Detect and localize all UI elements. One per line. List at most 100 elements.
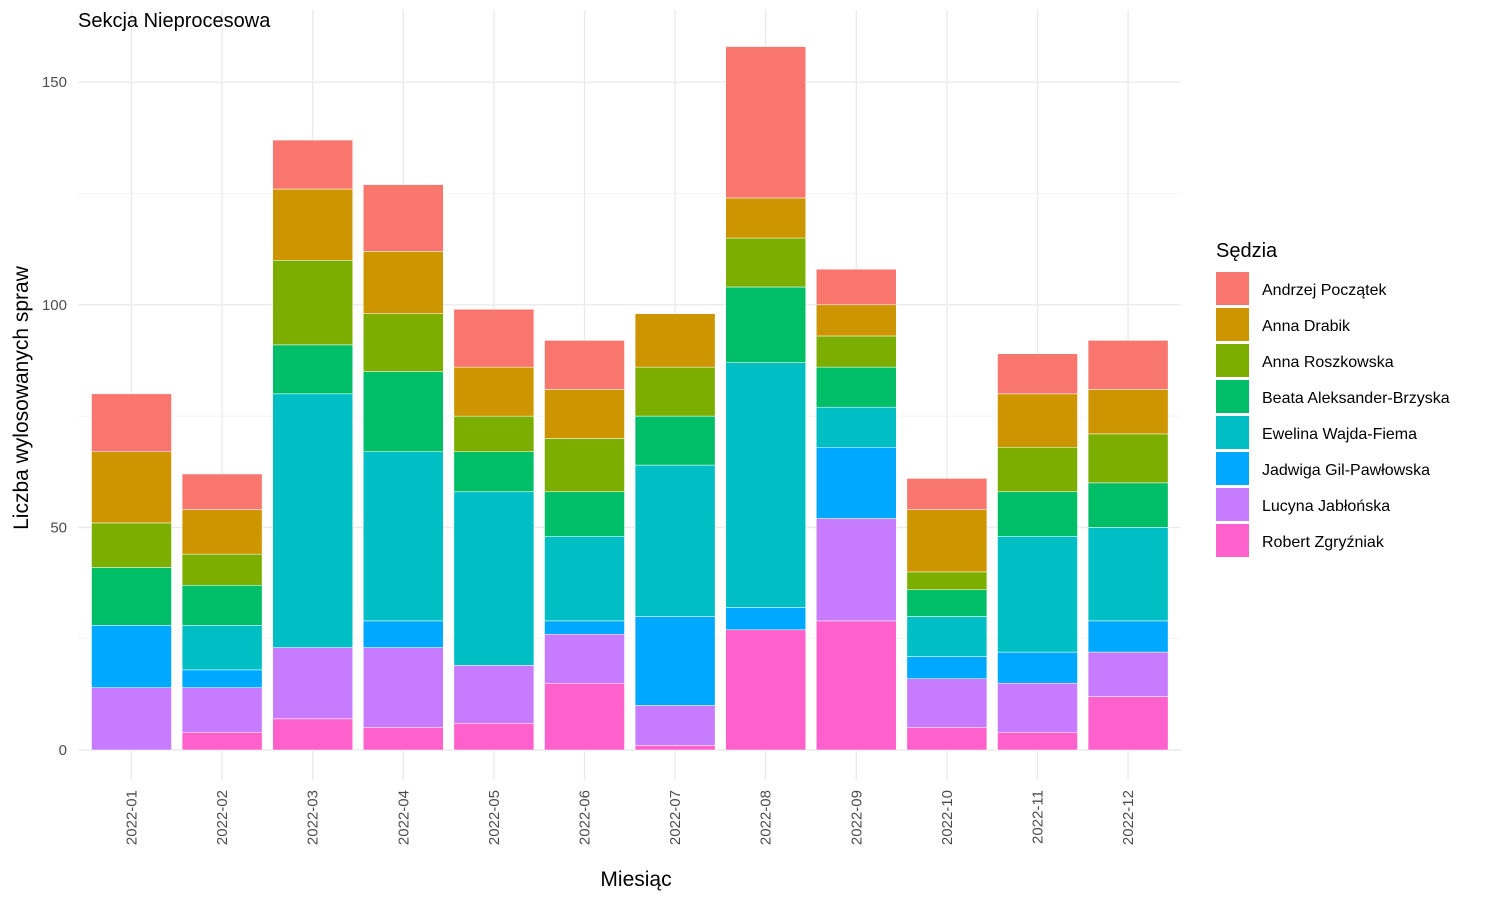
bar-segment bbox=[816, 447, 897, 519]
bar-segment bbox=[544, 620, 625, 635]
legend-swatch bbox=[1216, 524, 1249, 557]
legend-swatch bbox=[1216, 416, 1249, 449]
bar-segment bbox=[453, 415, 535, 452]
bar-segment bbox=[634, 616, 716, 706]
bar-segment bbox=[272, 718, 353, 751]
x-tick-label: 2022-08 bbox=[758, 790, 775, 845]
bar-segment bbox=[1087, 389, 1169, 435]
bar-segment bbox=[634, 313, 716, 368]
bar-segment bbox=[634, 464, 716, 617]
y-tick-label: 0 bbox=[59, 742, 67, 759]
bars-layer bbox=[91, 46, 1169, 751]
y-tick-label: 100 bbox=[42, 297, 67, 314]
bar-segment bbox=[634, 705, 716, 746]
legend-item-label: Beata Aleksander-Brzyska bbox=[1262, 390, 1450, 407]
legend-item-label: Anna Drabik bbox=[1262, 318, 1351, 335]
bar-segment bbox=[906, 656, 988, 680]
x-tick-label: 2022-06 bbox=[577, 790, 594, 845]
bar-segment bbox=[544, 536, 625, 622]
bar-segment bbox=[1087, 527, 1169, 622]
bar-segment bbox=[363, 251, 444, 314]
bar-segment bbox=[544, 389, 625, 439]
y-tick-label: 150 bbox=[42, 74, 67, 91]
bar-segment bbox=[181, 585, 263, 626]
bar-segment bbox=[816, 268, 897, 306]
bar-segment bbox=[1087, 482, 1169, 528]
bar-segment bbox=[272, 139, 353, 190]
bar-segment bbox=[363, 620, 444, 648]
bar-segment bbox=[997, 491, 1078, 537]
y-tick-label: 50 bbox=[50, 519, 67, 536]
bar-segment bbox=[1087, 651, 1169, 697]
bar-segment bbox=[544, 340, 625, 390]
legend-swatch bbox=[1216, 380, 1249, 413]
bar-segment bbox=[725, 197, 806, 239]
bar-segment bbox=[363, 727, 444, 751]
bar-segment bbox=[997, 651, 1078, 684]
bar-segment bbox=[91, 393, 172, 452]
bar-segment bbox=[91, 567, 172, 626]
bar-segment bbox=[363, 451, 444, 622]
bar-segment bbox=[997, 447, 1078, 493]
bar-segment bbox=[453, 491, 535, 666]
bar-segment bbox=[453, 309, 535, 368]
bar-segment bbox=[91, 625, 172, 688]
x-tick-label: 2022-01 bbox=[124, 790, 141, 845]
bar-segment bbox=[453, 665, 535, 724]
bar-segment bbox=[181, 669, 263, 688]
legend-item-label: Robert Zgryźniak bbox=[1262, 534, 1385, 551]
x-tick-label: 2022-07 bbox=[667, 790, 684, 845]
bar-segment bbox=[906, 509, 988, 573]
bar-segment bbox=[816, 518, 897, 622]
bar-segment bbox=[544, 633, 625, 684]
legend-title: Sędzia bbox=[1216, 240, 1278, 262]
x-tick-label: 2022-04 bbox=[395, 790, 412, 845]
bar-segment bbox=[181, 509, 263, 555]
bar-segment bbox=[272, 344, 353, 395]
bar-segment bbox=[634, 415, 716, 466]
bar-segment bbox=[725, 629, 806, 751]
y-axis-title: Liczba wylosowanych spraw bbox=[10, 265, 33, 530]
bar-segment bbox=[906, 589, 988, 617]
legend-swatch bbox=[1216, 272, 1249, 305]
bar-segment bbox=[725, 286, 806, 363]
bar-segment bbox=[363, 184, 444, 252]
bar-segment bbox=[181, 625, 263, 671]
bar-segment bbox=[906, 616, 988, 657]
bar-segment bbox=[272, 393, 353, 648]
bar-segment bbox=[363, 647, 444, 728]
bar-segment bbox=[906, 727, 988, 751]
bar-segment bbox=[91, 687, 172, 751]
bar-segment bbox=[725, 362, 806, 608]
legend-swatch bbox=[1216, 308, 1249, 341]
bar-segment bbox=[181, 553, 263, 586]
bar-segment bbox=[1087, 620, 1169, 653]
chart-title: Sekcja Nieprocesowa bbox=[78, 10, 271, 32]
bar-segment bbox=[91, 522, 172, 568]
bar-segment bbox=[906, 478, 988, 510]
bar-segment bbox=[363, 313, 444, 372]
bar-segment bbox=[997, 353, 1078, 395]
bar-segment bbox=[181, 731, 263, 751]
bar-segment bbox=[997, 536, 1078, 653]
x-tick-label: 2022-12 bbox=[1120, 790, 1137, 845]
bar-segment bbox=[1087, 433, 1169, 484]
bar-segment bbox=[906, 678, 988, 728]
bar-segment bbox=[997, 731, 1078, 751]
legend-swatch bbox=[1216, 452, 1249, 485]
bar-segment bbox=[181, 473, 263, 510]
legend-item-label: Ewelina Wajda-Fiema bbox=[1262, 426, 1417, 443]
bar-segment bbox=[453, 451, 535, 493]
bar-segment bbox=[272, 188, 353, 261]
legend-swatch bbox=[1216, 488, 1249, 521]
bar-segment bbox=[725, 607, 806, 631]
bar-segment bbox=[272, 647, 353, 720]
legend-item-label: Andrzej Początek bbox=[1262, 282, 1388, 299]
bar-segment bbox=[544, 682, 625, 751]
bar-segment bbox=[634, 745, 716, 751]
legend-item-label: Lucyna Jabłońska bbox=[1262, 498, 1390, 515]
x-tick-label: 2022-11 bbox=[1030, 790, 1047, 844]
bar-segment bbox=[453, 723, 535, 751]
bar-segment bbox=[997, 682, 1078, 733]
